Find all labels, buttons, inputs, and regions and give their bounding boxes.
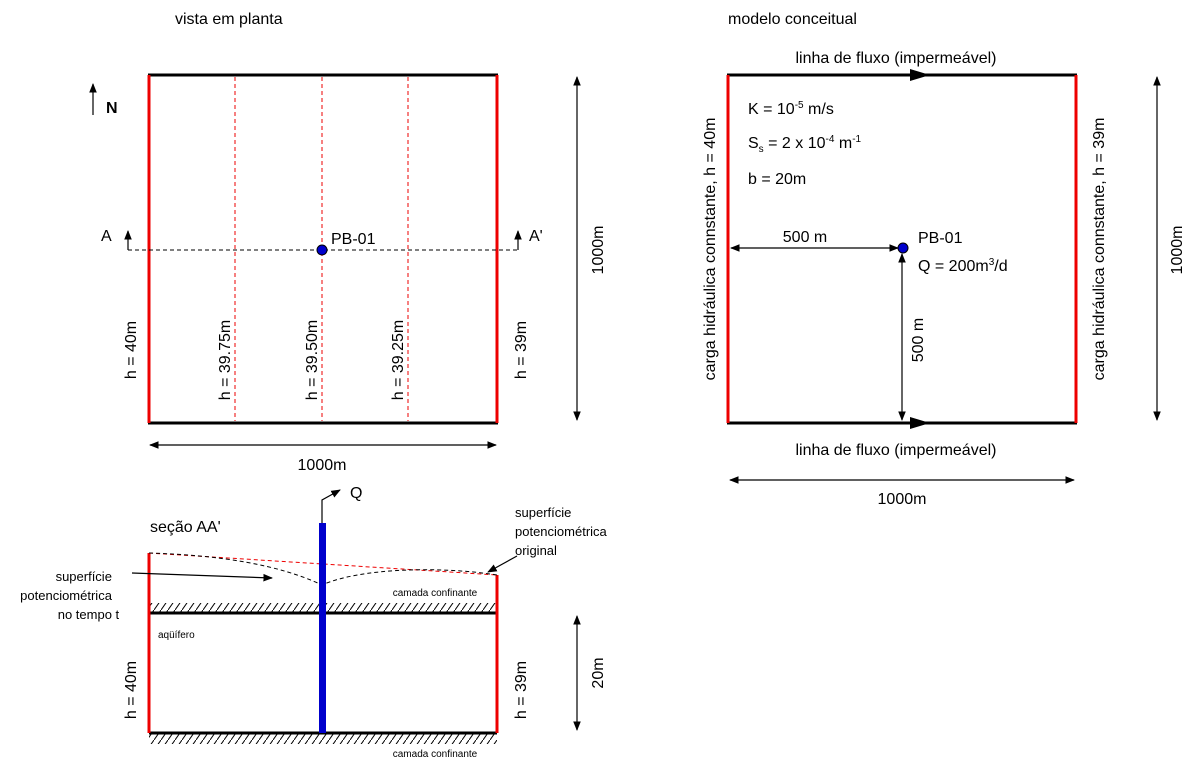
head-label: h = 39.75m bbox=[217, 320, 234, 401]
callout: superfície potenciométrica original bbox=[515, 505, 625, 558]
head-label: h = 39.50m bbox=[304, 320, 321, 401]
dimension-label: 1000m bbox=[1169, 226, 1186, 275]
dimension-label: 20m bbox=[590, 657, 607, 688]
callout-arrow bbox=[487, 555, 518, 573]
exponent: 3 bbox=[989, 257, 995, 268]
exponent: -1 bbox=[852, 134, 861, 145]
callout-arrow bbox=[131, 572, 273, 582]
symbol: S bbox=[748, 135, 759, 152]
storage: Ss = 2 x 10-4 m-1 bbox=[748, 134, 862, 155]
line: potenciométrica bbox=[20, 588, 113, 603]
text: K = 10 bbox=[748, 101, 795, 118]
exponent: -4 bbox=[826, 134, 835, 145]
boundary-label: carga hidráulica connstante, h = 39m bbox=[1091, 118, 1108, 381]
flow-arrow bbox=[910, 417, 930, 429]
plan-view: vista em planta N A A' PB-01 h = 40m h =… bbox=[89, 11, 607, 474]
conceptual-model: modelo conceitual linha de fluxo (imperm… bbox=[702, 11, 1186, 508]
section-label: A' bbox=[529, 228, 543, 245]
line: superfície bbox=[56, 569, 112, 584]
section: seção AA' Q superfície potenciométrica o… bbox=[20, 485, 625, 760]
subscript: s bbox=[759, 144, 764, 155]
hatch bbox=[149, 734, 497, 744]
model-title: modelo conceitual bbox=[728, 11, 857, 28]
boundary-label: linha de fluxo (impermeável) bbox=[796, 50, 997, 67]
head-label: h = 39m bbox=[513, 321, 530, 379]
boundary-label: linha de fluxo (impermeável) bbox=[796, 442, 997, 459]
well bbox=[319, 523, 326, 733]
plan-title: vista em planta bbox=[175, 11, 283, 28]
layer-label: camada confinante bbox=[393, 588, 478, 599]
line: potenciométrica bbox=[515, 524, 608, 539]
line: superfície bbox=[515, 505, 571, 520]
layer-label: aqüífero bbox=[158, 630, 195, 641]
head-label: h = 40m bbox=[123, 661, 140, 719]
unit: m bbox=[834, 135, 852, 152]
line: no tempo t bbox=[58, 607, 120, 622]
text: = 2 x 10 bbox=[764, 135, 826, 152]
dimension-label: 1000m bbox=[878, 491, 927, 508]
dimension-label: 1000m bbox=[298, 457, 347, 474]
unit: /d bbox=[994, 258, 1007, 275]
north-label: N bbox=[106, 100, 118, 117]
head-label: h = 40m bbox=[123, 321, 140, 379]
well-label: PB-01 bbox=[918, 230, 963, 247]
exponent: -5 bbox=[795, 100, 804, 111]
distance-label: 500 m bbox=[910, 318, 927, 362]
line: original bbox=[515, 543, 557, 558]
flow-arrow bbox=[910, 69, 930, 81]
head-label: h = 39m bbox=[513, 661, 530, 719]
section-title: seção AA' bbox=[150, 519, 221, 536]
boundary-label: carga hidráulica connstante, h = 40m bbox=[702, 118, 719, 381]
well-label: PB-01 bbox=[331, 231, 376, 248]
conductivity: K = 10-5 m/s bbox=[748, 100, 834, 118]
thickness: b = 20m bbox=[748, 171, 806, 188]
well bbox=[897, 242, 909, 254]
unit: m/s bbox=[804, 101, 834, 118]
text: Q = 200m bbox=[918, 258, 989, 275]
distance-label: 500 m bbox=[783, 229, 827, 246]
layer-label: camada confinante bbox=[393, 749, 478, 760]
discharge-label: Q bbox=[350, 485, 362, 502]
dimension-label: 1000m bbox=[590, 226, 607, 275]
well bbox=[316, 244, 328, 256]
section-label: A bbox=[101, 228, 112, 245]
discharge-arrow bbox=[321, 489, 341, 523]
head-label: h = 39.25m bbox=[390, 320, 407, 401]
callout: superfície potenciométrica no tempo t bbox=[20, 569, 130, 622]
pumping: Q = 200m3/d bbox=[918, 257, 1008, 275]
